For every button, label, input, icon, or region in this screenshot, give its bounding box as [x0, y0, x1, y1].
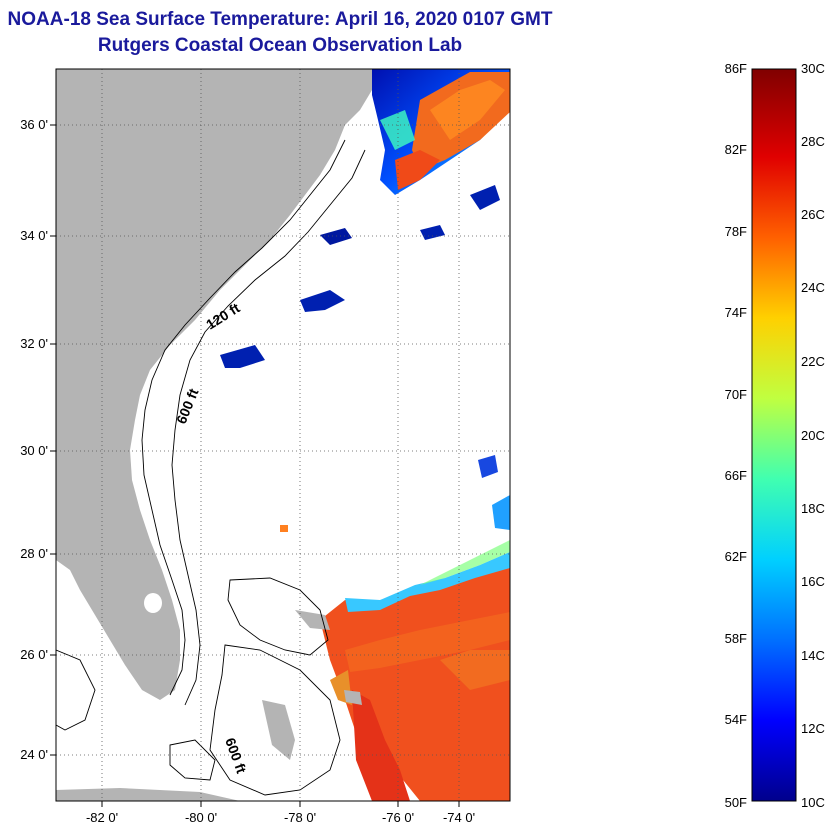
colorbar-c-label: 14C — [801, 648, 825, 663]
lat-label-28: 28 0' — [20, 546, 48, 561]
colorbar-f-label: 54F — [724, 712, 747, 727]
colorbar-c-label: 10C — [801, 795, 825, 810]
lon-label-80: -80 0' — [184, 810, 218, 825]
colorbar-c-label: 18C — [801, 501, 825, 516]
colorbar-c-label: 28C — [801, 134, 825, 149]
colorbar-c-label: 20C — [801, 428, 825, 443]
lon-label-82: -82 0' — [85, 810, 119, 825]
lon-label-76: -76 0' — [381, 810, 415, 825]
lat-label-26: 26 0' — [20, 647, 48, 662]
colorbar-f-label: 66F — [724, 468, 747, 483]
map-title: NOAA-18 Sea Surface Temperature: April 1… — [7, 9, 553, 30]
land-southeast-us — [56, 69, 372, 700]
colorbar-f-label: 70F — [724, 387, 747, 402]
map-subtitle: Rutgers Coastal Ocean Observation Lab — [97, 35, 463, 56]
colorbar-c-label: 22C — [801, 354, 825, 369]
lat-label-34: 34 0' — [20, 228, 48, 243]
lat-label-24: 24 0' — [20, 747, 48, 762]
lat-label-32: 32 0' — [20, 336, 48, 351]
colorbar-c-label: 24C — [801, 280, 825, 295]
colorbar-f-label: 82F — [724, 142, 747, 157]
colorbar-c-label: 26C — [801, 207, 825, 222]
colorbar-c-label: 16C — [801, 574, 825, 589]
colorbar-c-label: 30C — [801, 61, 825, 76]
colorbar-f-label: 86F — [724, 61, 747, 76]
colorbar-f-label: 58F — [724, 631, 747, 646]
lat-label-36: 36 0' — [20, 117, 48, 132]
colorbar-c-label: 12C — [801, 721, 825, 736]
temperature-colorbar — [751, 68, 797, 802]
colorbar-f-label: 74F — [724, 305, 747, 320]
lat-label-30: 30 0' — [20, 443, 48, 458]
map-frame — [55, 68, 511, 802]
colorbar-f-label: 50F — [724, 795, 747, 810]
lon-label-78: -78 0' — [283, 810, 317, 825]
colorbar-f-label: 62F — [724, 549, 747, 564]
lon-label-74: -74 0' — [442, 810, 476, 825]
colorbar-f-label: 78F — [724, 224, 747, 239]
